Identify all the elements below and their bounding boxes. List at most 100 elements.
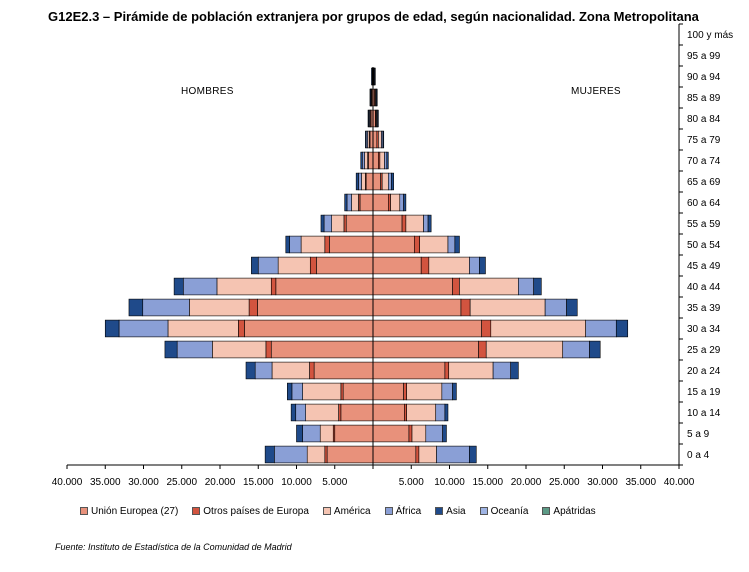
bar-hombres-10-a-14-union-europea-27 [340, 403, 374, 422]
bar-hombres-20-a-24-union-europea-27 [313, 361, 374, 380]
bar-hombres-65-a-69-asia [355, 172, 359, 191]
bar-mujeres-50-a-54-otros-paises-de-europa [414, 235, 420, 254]
value-tick-label: 5.000 [399, 477, 424, 488]
bar-hombres-15-a-19-otros-paises-de-europa [340, 382, 344, 401]
bar-hombres-25-a-29-otros-paises-de-europa [265, 340, 272, 359]
bar-mujeres-70-a-74-america [379, 151, 385, 170]
legend-label-africa: África [395, 505, 422, 517]
legend-item-asia: Asia [435, 506, 466, 517]
bar-mujeres-65-a-69-africa [387, 172, 392, 191]
bar-mujeres-5-a-9-africa [425, 424, 443, 443]
bar-hombres-45-a-49-africa [257, 256, 279, 275]
category-label-0-a-4: 0 a 4 [687, 450, 710, 461]
bar-hombres-65-a-69-africa [358, 172, 362, 191]
bar-mujeres-40-a-44-otros-paises-de-europa [452, 277, 460, 296]
bar-mujeres-10-a-14-africa [435, 403, 446, 422]
bar-mujeres-15-a-19-union-europea-27 [372, 382, 404, 401]
category-label-95-a-99: 95 a 99 [687, 51, 721, 62]
bar-mujeres-25-a-29-america [485, 340, 564, 359]
category-label-45-a-49: 45 a 49 [687, 261, 721, 272]
chart-legend: Unión Europea (27) Otros países de Europa… [80, 504, 720, 518]
category-label-55-a-59: 55 a 59 [687, 219, 721, 230]
bar-mujeres-0-a-4-america [418, 445, 437, 464]
chart-title: G12E2.3 – Pirámide de población extranje… [48, 9, 699, 24]
bar-hombres-55-a-59-union-europea-27 [345, 214, 374, 233]
bar-mujeres-70-a-74-asia [386, 151, 389, 170]
bar-mujeres-0-a-4-asia [469, 445, 477, 464]
bar-hombres-25-a-29-africa [176, 340, 213, 359]
category-label-20-a-24: 20 a 24 [687, 366, 721, 377]
bar-hombres-15-a-19-asia [287, 382, 293, 401]
bar-hombres-0-a-4-union-europea-27 [326, 445, 374, 464]
bar-hombres-5-a-9-africa [302, 424, 321, 443]
bar-mujeres-45-a-49-africa [469, 256, 480, 275]
bar-mujeres-25-a-29-asia [589, 340, 601, 359]
bar-mujeres-60-a-64-america [390, 193, 401, 212]
bar-hombres-0-a-4-america [306, 445, 326, 464]
legend-swatch-otros-paises-de-europa [192, 507, 201, 515]
bar-mujeres-15-a-19-africa [441, 382, 453, 401]
legend-item-apatridas: Apátridas [542, 505, 596, 517]
legend-label-union-europea-27: Unión Europea (27) [91, 505, 179, 517]
bar-hombres-30-a-34-union-europea-27 [244, 319, 374, 338]
legend-label-otros-paises-de-europa: Otros países de Europa [203, 505, 309, 517]
legend-swatch-union-europea-27 [80, 507, 88, 515]
value-tick-label: 25.000 [549, 477, 580, 488]
bar-mujeres-65-a-69-union-europea-27 [372, 172, 381, 191]
bar-mujeres-15-a-19-asia [452, 382, 457, 401]
bar-hombres-35-a-39-africa [142, 298, 190, 317]
category-label-25-a-29: 25 a 29 [687, 345, 721, 356]
bar-hombres-35-a-39-asia [128, 298, 144, 317]
bar-mujeres-75-a-79-union-europea-27 [372, 130, 378, 149]
bar-hombres-55-a-59-america [331, 214, 345, 233]
bar-hombres-60-a-64-africa [346, 193, 352, 212]
bar-mujeres-35-a-39-union-europea-27 [372, 298, 462, 317]
bar-mujeres-0-a-4-union-europea-27 [372, 445, 417, 464]
bar-mujeres-0-a-4-africa [436, 445, 470, 464]
bar-mujeres-55-a-59-africa [423, 214, 429, 233]
bar-mujeres-15-a-19-otros-paises-de-europa [403, 382, 407, 401]
bar-mujeres-40-a-44-union-europea-27 [372, 277, 453, 296]
bar-mujeres-55-a-59-america [405, 214, 424, 233]
bar-hombres-5-a-9-union-europea-27 [334, 424, 374, 443]
bar-hombres-25-a-29-america [212, 340, 267, 359]
bar-hombres-35-a-39-otros-paises-de-europa [248, 298, 258, 317]
bar-hombres-70-a-74-africa [361, 151, 365, 170]
bar-hombres-35-a-39-union-europea-27 [257, 298, 374, 317]
bar-mujeres-30-a-34-africa [585, 319, 617, 338]
bar-mujeres-20-a-24-africa [492, 361, 512, 380]
bar-hombres-70-a-74-america [364, 151, 368, 170]
bar-hombres-15-a-19-america [302, 382, 342, 401]
bar-mujeres-20-a-24-america [448, 361, 494, 380]
legend-swatch-america [322, 507, 331, 515]
category-label-85-a-89: 85 a 89 [687, 93, 721, 104]
bar-hombres-70-a-74-union-europea-27 [368, 151, 374, 170]
bar-hombres-10-a-14-asia [290, 403, 297, 422]
bar-hombres-50-a-54-america [300, 235, 326, 254]
bar-hombres-30-a-34-asia [104, 319, 120, 338]
bar-mujeres-10-a-14-asia [444, 403, 449, 422]
value-tick-label: 35.000 [625, 477, 656, 488]
bar-mujeres-75-a-79-america [378, 130, 382, 149]
bar-hombres-45-a-49-union-europea-27 [316, 256, 374, 275]
bar-hombres-10-a-14-america [305, 403, 339, 422]
value-tick-label: 10.000 [434, 477, 465, 488]
bar-mujeres-5-a-9-union-europea-27 [372, 424, 410, 443]
bar-mujeres-90-a-94-asia [374, 67, 376, 86]
bar-hombres-10-a-14-africa [295, 403, 306, 422]
source-note: Fuente: Instituto de Estadística de la C… [55, 542, 292, 552]
bar-hombres-0-a-4-africa [274, 445, 308, 464]
bar-mujeres-85-a-89-asia [376, 88, 378, 107]
value-tick-label: 10.000 [281, 477, 312, 488]
value-tick-label: 20.000 [205, 477, 236, 488]
bar-hombres-75-a-79-asia [365, 130, 367, 149]
category-label-30-a-34: 30 a 34 [687, 324, 721, 335]
bar-mujeres-45-a-49-union-europea-27 [372, 256, 422, 275]
legend-label-apatridas: Apátridas [553, 505, 596, 517]
bar-hombres-90-a-94-asia [371, 67, 373, 86]
bar-hombres-50-a-54-otros-paises-de-europa [324, 235, 330, 254]
bar-mujeres-65-a-69-asia [391, 172, 394, 191]
bar-hombres-45-a-49-america [277, 256, 311, 275]
value-tick-label: 15.000 [243, 477, 274, 488]
category-label-70-a-74: 70 a 74 [687, 156, 721, 167]
